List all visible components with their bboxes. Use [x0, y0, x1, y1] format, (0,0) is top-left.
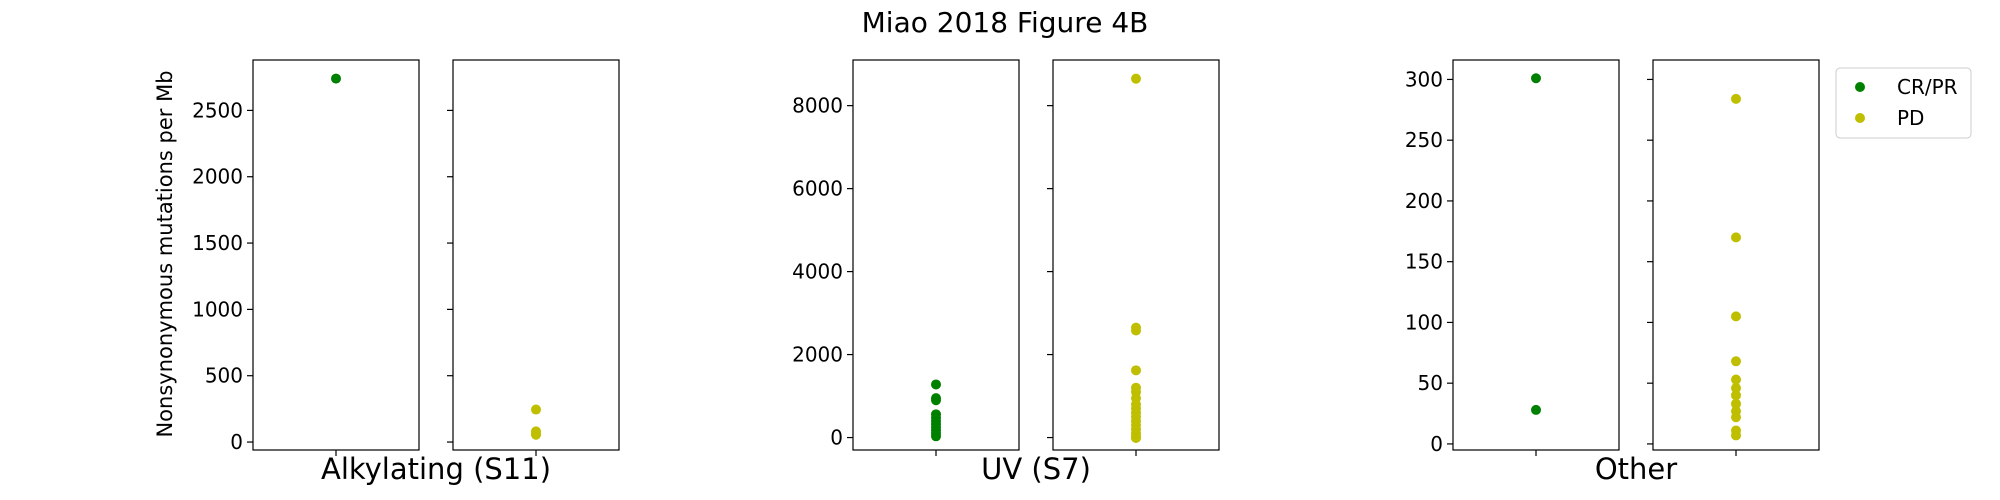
legend-marker-pd	[1855, 113, 1865, 123]
data-point-crpr	[331, 73, 341, 84]
y-tick-label: 8000	[792, 94, 843, 118]
panel-alkylating-s11-pd	[447, 59, 620, 456]
data-point-pd	[1131, 325, 1141, 336]
plot-frame	[1452, 59, 1620, 451]
data-point-pd	[1131, 432, 1141, 443]
plot-frame	[852, 59, 1020, 451]
data-point-crpr	[1531, 73, 1541, 84]
data-point-pd	[1731, 93, 1741, 104]
chart-title: Miao 2018 Figure 4B	[862, 6, 1149, 39]
data-point-pd	[1731, 398, 1741, 409]
plot-frame	[452, 59, 620, 451]
panel-uv-s7-pd	[1047, 59, 1220, 456]
y-tick-label: 2000	[792, 343, 843, 367]
legend-marker-crpr	[1855, 82, 1865, 92]
data-point-pd	[1731, 390, 1741, 401]
group-label-alkylating-s11: Alkylating (S11)	[321, 452, 551, 486]
panel-alkylating-s11-crpr: 0 500 1000 1500 2000 2500	[192, 59, 420, 456]
data-point-pd	[1731, 383, 1741, 394]
y-tick-label: 2500	[192, 98, 243, 122]
y-tick-label: 4000	[792, 260, 843, 284]
panel-other-pd	[1647, 59, 1820, 456]
y-axis-label: Nonsynonymous mutations per Mb	[153, 70, 177, 437]
y-tick-label: 0	[1430, 432, 1443, 456]
panel-uv-s7-crpr: 0 2000 4000 6000 8000	[792, 59, 1020, 456]
y-tick-label: 0	[230, 430, 243, 454]
data-point-pd	[531, 429, 541, 440]
data-point-pd	[1731, 356, 1741, 367]
y-tick-label: 150	[1405, 250, 1443, 274]
y-tick-label: 300	[1405, 67, 1443, 91]
y-tick-label: 500	[205, 364, 243, 388]
y-tick-label: 1500	[192, 231, 243, 255]
y-tick-label: 200	[1405, 189, 1443, 213]
y-tick-label: 100	[1405, 310, 1443, 334]
data-point-pd	[1731, 430, 1741, 441]
data-point-crpr	[931, 379, 941, 390]
data-point-pd	[1131, 365, 1141, 376]
data-point-pd	[531, 404, 541, 415]
data-point-pd	[1731, 412, 1741, 423]
data-point-pd	[1131, 73, 1141, 84]
plot-frame	[252, 59, 420, 451]
data-point-pd	[1731, 311, 1741, 322]
data-point-pd	[1731, 232, 1741, 243]
legend-label-crpr: CR/PR	[1897, 75, 1958, 99]
y-tick-label: 0	[830, 426, 843, 450]
y-tick-label: 6000	[792, 177, 843, 201]
data-point-pd	[1731, 374, 1741, 385]
legend: CR/PR PD	[1835, 67, 1972, 139]
y-tick-label: 1000	[192, 297, 243, 321]
legend-box	[1835, 67, 1972, 139]
y-tick-label: 50	[1418, 371, 1443, 395]
data-point-crpr	[1531, 404, 1541, 415]
data-point-crpr	[931, 395, 941, 406]
panel-other-crpr: 0 50 100 150 200 250 300	[1405, 59, 1620, 456]
y-tick-label: 2000	[192, 165, 243, 189]
legend-label-pd: PD	[1897, 106, 1924, 130]
y-tick-label: 250	[1405, 128, 1443, 152]
data-point-crpr	[931, 431, 941, 442]
group-label-uv-s7: UV (S7)	[981, 452, 1091, 486]
group-label-other: Other	[1595, 452, 1677, 486]
